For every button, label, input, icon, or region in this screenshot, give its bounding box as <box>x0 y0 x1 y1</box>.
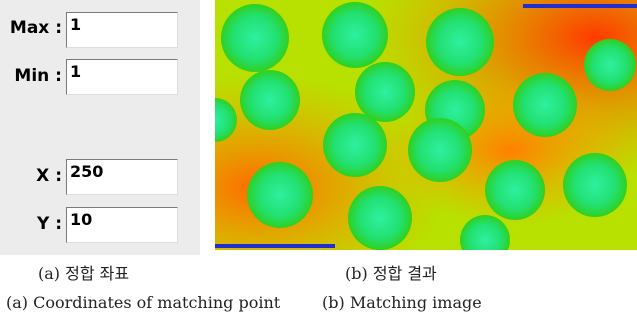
caption: (b) 정합 결과 <box>345 260 437 284</box>
field-label: Max : <box>0 18 62 38</box>
text-input[interactable]: 1 <box>66 12 178 48</box>
field-label: Min : <box>0 66 62 86</box>
caption: (b) Matching image <box>322 293 482 312</box>
text-input[interactable]: 1 <box>66 59 178 95</box>
figure: Max : 1 Min : 1 X : 250 Y : 10 (a) 정합 좌표 <box>0 0 637 322</box>
text-input[interactable]: 10 <box>66 207 178 243</box>
caption: (a) 정합 좌표 <box>38 260 129 284</box>
field-label: X : <box>0 166 62 186</box>
caption: (a) Coordinates of matching point <box>6 293 280 312</box>
matching-image <box>215 0 637 250</box>
text-input[interactable]: 250 <box>66 159 178 195</box>
field-label: Y : <box>0 214 62 234</box>
coordinate-panel: Max : 1 Min : 1 X : 250 Y : 10 <box>0 0 200 255</box>
